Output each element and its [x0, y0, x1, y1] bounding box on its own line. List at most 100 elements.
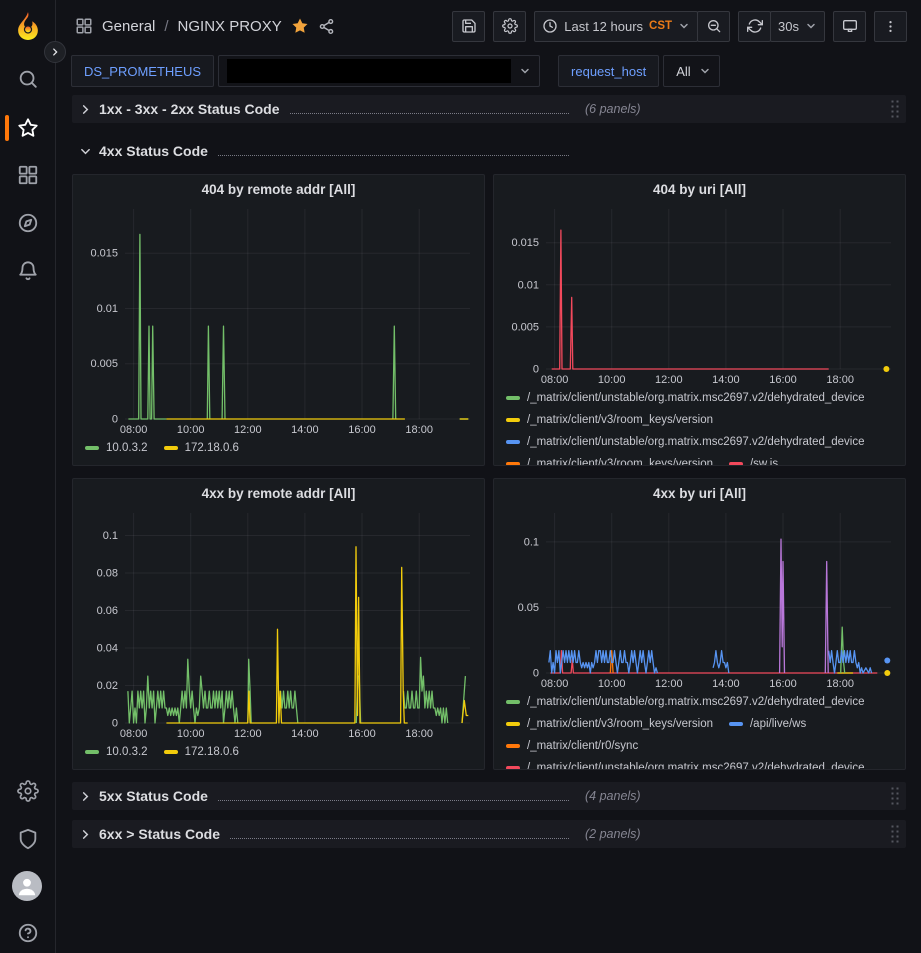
- zoom-out-time-button[interactable]: [697, 10, 731, 42]
- apps-grid-icon[interactable]: [75, 17, 93, 35]
- help-icon[interactable]: [17, 922, 39, 944]
- kiosk-mode-button[interactable]: [833, 10, 866, 42]
- row-dotted-leader: [289, 112, 569, 114]
- svg-text:14:00: 14:00: [291, 728, 319, 740]
- svg-text:18:00: 18:00: [826, 678, 854, 690]
- row-dotted-leader: [230, 837, 569, 839]
- chevron-right-icon: [53, 48, 58, 56]
- row-dotted-leader: [217, 799, 569, 801]
- chevron-right-icon: [80, 791, 91, 802]
- row-4xx[interactable]: 4xx Status Code: [72, 137, 906, 165]
- time-series-chart[interactable]: 08:00 10:00 12:00 14:00 16:00 18:00 0 0.05 0.1: [502, 507, 899, 691]
- time-range-picker[interactable]: Last 12 hours CST: [534, 10, 699, 42]
- row-drag-handle[interactable]: [890, 99, 899, 119]
- main-content: General / NGINX PROXY Last 12 hours C: [56, 0, 921, 953]
- page-header: General / NGINX PROXY Last 12 hours C: [56, 0, 921, 52]
- legend-item[interactable]: 10.0.3.2: [85, 741, 148, 763]
- legend-label: /_matrix/client/unstable/org.matrix.msc2…: [527, 762, 865, 770]
- legend-item[interactable]: /sw.js: [728, 453, 779, 466]
- admin-shield-icon[interactable]: [17, 828, 39, 850]
- chevron-down-icon: [805, 20, 817, 32]
- legend-item[interactable]: /api/live/ws: [728, 713, 806, 735]
- row-5xx[interactable]: 5xx Status Code (4 panels): [72, 782, 906, 810]
- svg-text:16:00: 16:00: [348, 424, 376, 436]
- row-title: 4xx Status Code: [99, 142, 208, 159]
- gear-icon: [501, 18, 518, 34]
- sidebar: [0, 0, 56, 953]
- variable-select-ds-prometheus[interactable]: [218, 55, 541, 87]
- dashboards-icon[interactable]: [17, 164, 39, 186]
- variable-select-request-host[interactable]: All: [663, 55, 720, 87]
- user-avatar[interactable]: [12, 871, 42, 901]
- row-drag-handle[interactable]: [890, 824, 899, 844]
- legend-item[interactable]: /_matrix/client/unstable/org.matrix.msc2…: [506, 431, 865, 453]
- refresh-group: 30s: [738, 10, 825, 42]
- panel-title[interactable]: 404 by uri [All]: [652, 181, 747, 197]
- sidebar-toggle-button[interactable]: [44, 41, 66, 63]
- svg-text:0: 0: [533, 364, 539, 376]
- svg-text:0.02: 0.02: [97, 680, 118, 692]
- panel-title[interactable]: 404 by remote addr [All]: [201, 181, 356, 197]
- svg-text:0: 0: [533, 668, 539, 680]
- svg-text:0: 0: [112, 718, 118, 730]
- chart-legend: 10.0.3.2 172.18.0.6: [73, 437, 484, 459]
- legend-item[interactable]: /_matrix/client/v3/room_keys/version: [506, 409, 713, 431]
- panel-404-by-uri: 404 by uri [All] 08:00 10:00 12:00 14:00 16:…: [493, 174, 906, 466]
- explore-compass-icon[interactable]: [17, 212, 39, 234]
- save-dashboard-button[interactable]: [452, 10, 486, 42]
- svg-text:08:00: 08:00: [541, 678, 569, 690]
- panel-title[interactable]: 4xx by remote addr [All]: [201, 485, 356, 501]
- time-series-chart[interactable]: 08:00 10:00 12:00 14:00 16:00 18:00 0 0.005 0.01…: [81, 203, 478, 437]
- svg-text:0.04: 0.04: [97, 643, 118, 655]
- chevron-right-icon: [80, 104, 91, 115]
- row-dotted-leader: [217, 154, 569, 156]
- share-icon[interactable]: [318, 18, 335, 35]
- legend-item[interactable]: 172.18.0.6: [163, 437, 239, 459]
- svg-text:0.08: 0.08: [97, 568, 118, 580]
- svg-text:12:00: 12:00: [655, 678, 683, 690]
- legend-label: /sw.js: [749, 458, 779, 466]
- svg-text:16:00: 16:00: [348, 728, 376, 740]
- legend-item[interactable]: /_matrix/client/unstable/org.matrix.msc2…: [506, 757, 865, 770]
- svg-text:0.1: 0.1: [524, 536, 539, 548]
- svg-text:10:00: 10:00: [177, 424, 205, 436]
- legend-item[interactable]: /_matrix/client/unstable/org.matrix.msc2…: [506, 691, 865, 713]
- legend-item[interactable]: /_matrix/client/v3/room_keys/version: [506, 713, 713, 735]
- row-6xx[interactable]: 6xx > Status Code (2 panels): [72, 820, 906, 848]
- legend-color-swatch: [728, 722, 743, 726]
- alerting-bell-icon[interactable]: [17, 260, 39, 282]
- starred-dashboards-icon[interactable]: [17, 117, 39, 139]
- svg-text:0.01: 0.01: [97, 303, 118, 315]
- legend-item[interactable]: /_matrix/client/r0/sync: [506, 735, 638, 757]
- favorite-star-icon[interactable]: [291, 17, 309, 35]
- row-1xx-3xx-2xx[interactable]: 1xx - 3xx - 2xx Status Code (6 panels): [72, 95, 906, 123]
- svg-text:0.015: 0.015: [511, 237, 539, 249]
- refresh-interval-label: 30s: [778, 18, 799, 34]
- row-drag-handle[interactable]: [890, 786, 899, 806]
- legend-item[interactable]: 10.0.3.2: [85, 437, 148, 459]
- svg-text:08:00: 08:00: [541, 374, 569, 386]
- legend-item[interactable]: /_matrix/client/v3/room_keys/version: [506, 453, 713, 465]
- breadcrumb-page-title[interactable]: NGINX PROXY: [177, 17, 282, 35]
- refresh-interval-picker[interactable]: 30s: [770, 10, 825, 42]
- panel-4xx-by-uri: 4xx by uri [All] 08:00 10:00 12:00 14:00 16:…: [493, 478, 906, 770]
- breadcrumb-section[interactable]: General: [102, 17, 156, 35]
- settings-gear-icon[interactable]: [17, 780, 39, 802]
- grafana-logo-icon[interactable]: [12, 10, 44, 42]
- panel-title[interactable]: 4xx by uri [All]: [652, 485, 747, 501]
- svg-text:10:00: 10:00: [598, 678, 626, 690]
- search-icon[interactable]: [17, 68, 39, 90]
- more-options-button[interactable]: [874, 10, 907, 42]
- legend-color-swatch: [506, 462, 520, 465]
- svg-text:0: 0: [112, 414, 118, 426]
- legend-item[interactable]: 172.18.0.6: [163, 741, 239, 763]
- dashboard-settings-button[interactable]: [493, 10, 527, 42]
- legend-label: 10.0.3.2: [106, 746, 148, 758]
- time-series-chart[interactable]: 08:00 10:00 12:00 14:00 16:00 18:00 0 0.005 0.01…: [502, 203, 899, 387]
- svg-text:16:00: 16:00: [769, 374, 797, 386]
- refresh-button[interactable]: [738, 10, 772, 42]
- legend-item[interactable]: /_matrix/client/unstable/org.matrix.msc2…: [506, 387, 865, 409]
- breadcrumb-separator: /: [164, 17, 169, 35]
- time-series-chart[interactable]: 08:00 10:00 12:00 14:00 16:00 18:00 0 0.02 0.04 0…: [81, 507, 478, 741]
- svg-text:0.005: 0.005: [511, 321, 539, 333]
